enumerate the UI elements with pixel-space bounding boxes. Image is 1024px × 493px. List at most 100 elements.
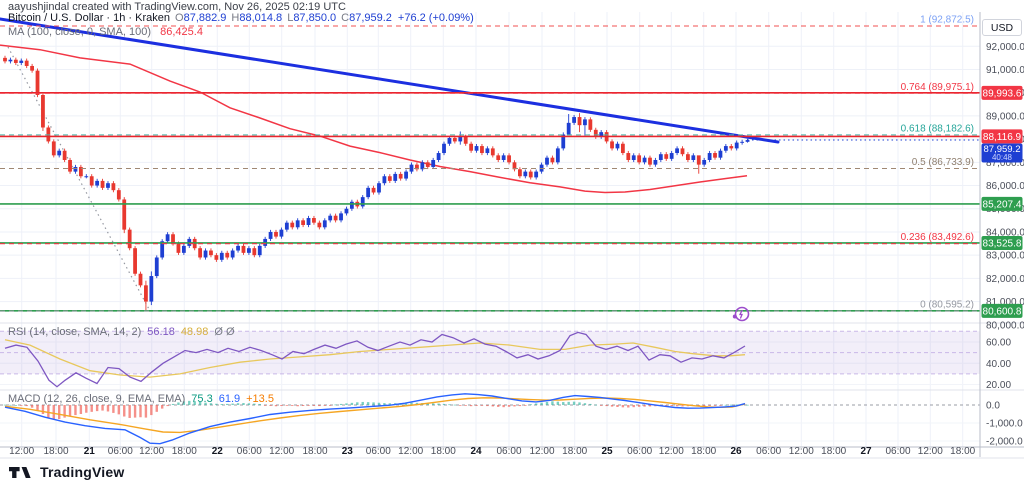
macd-histogram-bar (534, 403, 538, 405)
macd-histogram-bar (410, 402, 413, 405)
candle (545, 157, 549, 165)
candle (181, 245, 186, 253)
rsi-extra: Ø Ø (214, 326, 235, 338)
time-tick-label: 12:00 (659, 446, 684, 457)
macd-histogram-bar (665, 405, 668, 406)
macd-histogram-bar (177, 402, 180, 405)
price-level-badge (981, 129, 1023, 144)
svg-text:83,525.8: 83,525.8 (983, 238, 1022, 249)
svg-text:80,600.8: 80,600.8 (983, 306, 1022, 317)
macd-histogram-bar (675, 405, 679, 407)
macd-histogram-bar (301, 405, 305, 406)
candle (279, 229, 284, 237)
candle (382, 176, 387, 184)
macd-histogram-bar (491, 405, 494, 407)
candle (144, 285, 148, 302)
macd-legend[interactable]: MACD (12, 26, close, 9, EMA, EMA) 75.3 61.… (8, 392, 274, 406)
candle (8, 59, 13, 62)
macd-histogram-bar (724, 404, 728, 406)
purple-cursor-sticker-icon[interactable] (732, 306, 750, 322)
macd-histogram-bar (383, 403, 386, 405)
candle (333, 215, 338, 221)
candle (312, 218, 316, 223)
candle (610, 141, 614, 149)
macd-histogram-bar (431, 403, 435, 405)
candle (469, 143, 474, 151)
candle (149, 276, 154, 302)
candle (225, 252, 230, 258)
candle (393, 173, 398, 181)
candle (436, 153, 441, 160)
rsi-legend[interactable]: RSI (14, close, SMA, 14, 2) 56.18 48.98 Ø Ø (8, 325, 235, 339)
candle (30, 65, 34, 71)
macd-histogram-bar (589, 403, 592, 405)
svg-text:88,116.9: 88,116.9 (983, 132, 1022, 143)
price-level-badge (981, 85, 1023, 100)
time-tick-label: 18:00 (950, 446, 975, 457)
candle (431, 159, 436, 167)
candle (534, 171, 539, 178)
candle (203, 250, 208, 258)
rsi-tick-label: 20.00 (986, 380, 1011, 391)
ma100-line (0, 44, 748, 194)
macd-histogram-bar (648, 405, 652, 407)
candle (257, 245, 262, 256)
macd-histogram-bar (68, 405, 72, 417)
macd-histogram-bar (280, 405, 283, 406)
macd-histogram-bar (600, 405, 603, 406)
macd-histogram-bar (25, 405, 28, 407)
macd-histogram-bar (350, 402, 354, 405)
macd-histogram-bar (377, 402, 381, 405)
macd-histogram-bar (231, 403, 234, 405)
symbol-row: Bitcoin / U.S. Dollar · 1h · Kraken O87,8… (8, 12, 474, 24)
candle (106, 183, 110, 188)
attribution-text: aayushjindal created with TradingView.co… (8, 1, 346, 13)
candle (707, 153, 712, 160)
ma-label: MA (100, close, 0, SMA, 100) (8, 26, 152, 38)
macd-histogram-bar (572, 401, 576, 405)
fib-label: 0.5 (86,733.9) (912, 157, 974, 168)
tradingview-logo-icon[interactable] (9, 465, 33, 480)
time-tick-label: 18:00 (562, 446, 587, 457)
price-scale[interactable]: 92,000.091,000.090,000.089,000.088,000.0… (981, 42, 1024, 448)
candle (420, 162, 425, 170)
macd-histogram-bar (258, 404, 261, 405)
descending-trendline[interactable] (0, 17, 780, 144)
candle (68, 159, 72, 172)
macd-histogram-bar (583, 403, 587, 405)
svg-text:89,993.6: 89,993.6 (983, 88, 1022, 99)
macd-histogram-bar (448, 404, 451, 406)
candle (111, 183, 116, 191)
candle (73, 166, 78, 172)
time-tick-label: 26 (730, 446, 742, 457)
price-level-badge (981, 235, 1023, 250)
price-tick-label: 84,000.0 (986, 227, 1024, 238)
tradingview-brand-text[interactable]: TradingView (40, 464, 125, 480)
candle (387, 176, 392, 181)
low-value: 87,850.0 (293, 12, 337, 24)
macd-histogram-bar (112, 405, 115, 413)
macd-histogram-bar (529, 404, 532, 406)
macd-histogram-bar (215, 403, 218, 405)
candle (583, 119, 587, 126)
time-tick-label: 12:00 (269, 446, 294, 457)
macd-histogram-bar (621, 405, 625, 408)
time-scale[interactable]: 12:00 18:00 21 06:00 12:00 18:00 22 06:00 12:00 1… (9, 446, 975, 457)
candle (713, 153, 717, 158)
macd-histogram-bar (133, 405, 137, 418)
macd-histogram-bar (204, 402, 207, 405)
price-tick-label: 92,000.0 (986, 42, 1024, 53)
currency-toggle-button[interactable]: USD (982, 19, 1022, 36)
high-value: 88,014.8 (239, 12, 283, 24)
macd-histogram-bar (47, 405, 50, 418)
main-legend[interactable]: Bitcoin / U.S. Dollar · 1h · Kraken O87,8… (8, 11, 474, 39)
candle (555, 148, 560, 163)
macd-histogram-bar (475, 405, 478, 406)
macd-histogram-bar (247, 403, 251, 405)
time-tick-label: 25 (601, 446, 613, 457)
candle (328, 215, 333, 221)
price-tick-label: 83,000.0 (986, 251, 1024, 262)
candle (723, 146, 728, 151)
